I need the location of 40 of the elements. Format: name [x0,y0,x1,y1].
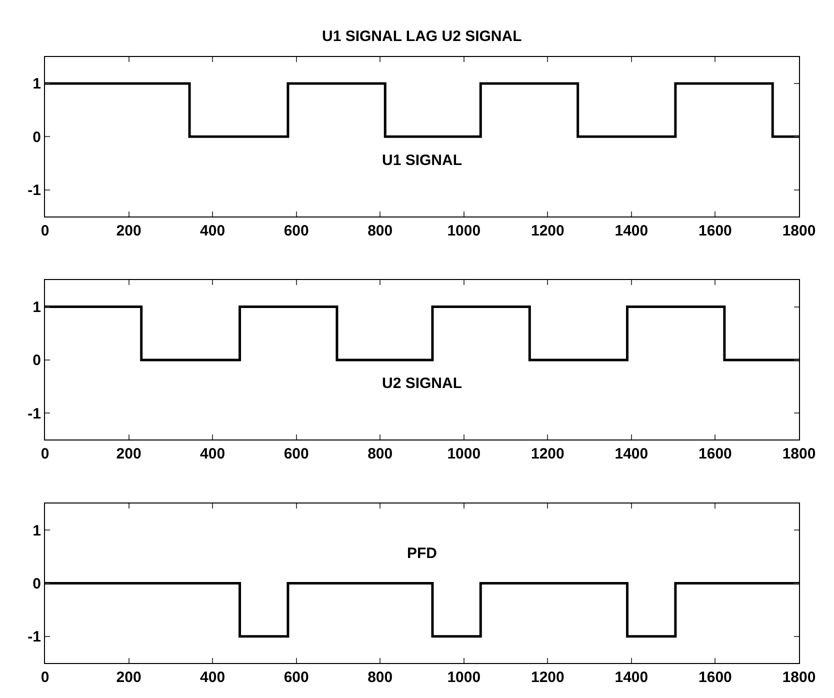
x-tick-label: 400 [200,669,226,686]
x-tick-label: 1800 [782,669,816,686]
x-tick-label: 1600 [698,222,732,240]
y-tick-label: 0 [32,576,41,592]
x-tick-label: 1600 [698,446,732,463]
x-tick-label: 800 [368,669,393,686]
x-tick-label: 400 [200,446,226,463]
x-tick-label: 600 [284,222,309,240]
x-tick-label: 1200 [530,669,564,686]
x-tick-label: 800 [368,446,393,463]
x-tick-label: 1400 [614,222,648,240]
x-tick-label: 800 [368,222,393,240]
x-tick-label: 1200 [530,222,564,240]
x-tick-label: 1400 [614,446,648,463]
x-tick-label: 200 [116,222,142,240]
y-tick-label: -1 [28,405,41,422]
annotation: PFD [407,545,438,562]
x-tick-label: 1000 [447,446,481,463]
y-tick-label: 1 [32,299,41,316]
annotation: U2 SIGNAL [382,375,462,392]
annotation: U1 SIGNAL [382,152,462,169]
x-tick-label: 600 [284,446,309,463]
x-tick-label: 1000 [447,222,481,240]
x-tick-label: 1200 [530,446,564,463]
x-tick-label: 200 [116,669,142,686]
x-tick-label: 1000 [447,669,481,686]
x-tick-label: 600 [284,669,309,686]
x-tick-label: 200 [116,446,142,463]
x-tick-label: 400 [200,222,226,240]
y-tick-label: 1 [32,522,41,540]
x-tick-label: 1800 [782,446,816,463]
chart-title: U1 SIGNAL LAG U2 SIGNAL [322,28,522,45]
y-tick-label: -1 [28,628,41,646]
y-tick-label: -1 [28,182,41,200]
y-tick-label: 1 [32,76,41,93]
x-tick-label: 1400 [614,669,648,686]
x-tick-label: 1600 [698,669,732,686]
x-tick-label: 1800 [782,222,816,240]
y-tick-label: 0 [32,352,41,370]
y-tick-label: 0 [32,128,41,146]
